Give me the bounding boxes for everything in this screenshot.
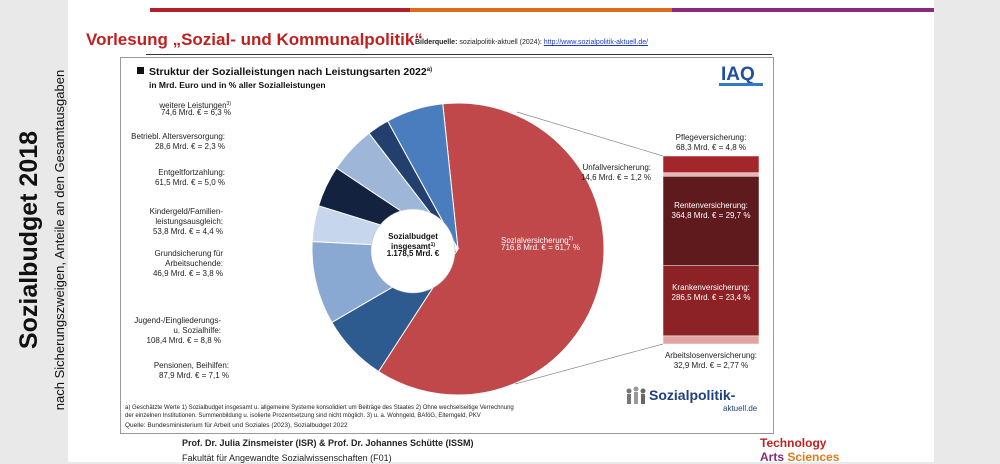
footnote-line-1: a) Geschätzte Werte 1) Sozialbudget insg… bbox=[125, 405, 514, 411]
slice-label: Grundsicherung für Arbeitsuchende: 46,9 Mr… bbox=[153, 249, 223, 278]
connector-top bbox=[516, 111, 664, 157]
sozialpolitik-logo-text: Sozialpolitik- bbox=[649, 387, 736, 403]
slice-label: Sozialversicherung2) 716,8 Mrd. € = 61,7 … bbox=[501, 236, 580, 252]
footer-faculty: Fakultät für Angewandte Sozialwissenscha… bbox=[182, 453, 392, 463]
center-label: Sozialbudget insgesamt1) 1.178,5 Mrd. € bbox=[370, 208, 456, 294]
chart-source: Quelle: Bundesministerium für Arbeit und… bbox=[125, 422, 348, 429]
breakdown-segment bbox=[662, 176, 760, 266]
th-logo-line-1: Technology bbox=[760, 436, 827, 450]
breakdown-label: Unfallversicherung: 14,6 Mrd. € = 1,2 % bbox=[581, 163, 651, 182]
breakdown-label: Pflegeversicherung: 68,3 Mrd. € = 4,8 % bbox=[676, 133, 747, 152]
breakdown-segment bbox=[662, 265, 760, 337]
slice-labels: Sozialversicherung2) 716,8 Mrd. € = 61,7 … bbox=[131, 101, 580, 380]
chart-panel: Struktur der Sozialleistungen nach Leist… bbox=[120, 57, 774, 434]
connector-bottom bbox=[514, 343, 664, 385]
center-circle bbox=[370, 208, 456, 294]
breakdown-segment bbox=[662, 155, 760, 173]
top-color-bar bbox=[150, 8, 934, 12]
th-logo-line-2: Arts Sciences bbox=[760, 450, 839, 464]
chart-subtitle: in Mrd. Euro und in % aller Sozialleistu… bbox=[149, 80, 326, 90]
iaq-logo: IAQ bbox=[719, 64, 763, 86]
side-title: Sozialbudget 2018 bbox=[15, 130, 43, 350]
slice-label: Entgeltfortzahlung: 61,5 Mrd. € = 5,0 % bbox=[155, 168, 225, 187]
pie-chart: Struktur der Sozialleistungen nach Leist… bbox=[125, 64, 763, 429]
breakdown-label: Krankenversicherung: 286,5 Mrd. € = 23,4 … bbox=[672, 283, 751, 302]
pie-slice bbox=[387, 103, 459, 250]
top-bar-red bbox=[150, 8, 410, 12]
iaq-logo-text: IAQ bbox=[721, 64, 755, 85]
image-source: Bilderquelle: sozialpolitik-aktuell (202… bbox=[415, 39, 648, 46]
iaq-logo-underline bbox=[719, 83, 763, 86]
th-logo-sciences: Sciences bbox=[787, 450, 840, 464]
source-label: Bilderquelle: bbox=[415, 39, 458, 46]
source-link[interactable]: http://www.sozialpolitik-aktuell.de/ bbox=[543, 39, 649, 46]
breakdown-segment bbox=[662, 335, 760, 345]
footer-authors: Prof. Dr. Julia Zinsmeister (ISR) & Prof… bbox=[182, 438, 474, 448]
footnote-line-2: der einzelnen Institutionen. Summenbildu… bbox=[125, 413, 481, 419]
breakdown-label: Arbeitslosenversicherung: 32,9 Mrd. € = 2… bbox=[665, 351, 757, 370]
slice-label: Kindergeld/Familien-leistungsausgleich: 5… bbox=[150, 207, 224, 236]
slice-label: Betriebl. Altersversorgung: 28,6 Mrd. € =… bbox=[131, 132, 225, 151]
breakdown-label: Rentenversicherung: 364,8 Mrd. € = 29,7 % bbox=[672, 201, 751, 220]
sozialpolitik-logo: Sozialpolitik- aktuell.de bbox=[626, 386, 758, 413]
breakdown-segment bbox=[662, 172, 760, 177]
center-text: Sozialbudget insgesamt1) 1.178,5 Mrd. € bbox=[387, 232, 440, 258]
pie-slice bbox=[377, 102, 605, 396]
title-bullet bbox=[137, 67, 144, 74]
people-icon bbox=[626, 386, 646, 404]
lecture-title: Vorlesung „Sozial- und Kommunalpolitik“ bbox=[86, 30, 423, 49]
breakdown-bar: Pflegeversicherung: 68,3 Mrd. € = 4,8 % Un… bbox=[514, 111, 760, 385]
side-subtitle: nach Sicherungszweigen, Anteile an den G… bbox=[52, 69, 67, 411]
th-logo-arts: Arts bbox=[760, 450, 785, 464]
top-bar-purple bbox=[672, 8, 934, 12]
slice-label: weitere Leistungen3) 74,6 Mrd. € = 6,3 % bbox=[158, 101, 231, 117]
sozialpolitik-logo-domain: aktuell.de bbox=[723, 404, 758, 413]
source-text: sozialpolitik-aktuell (2024): bbox=[459, 39, 542, 46]
top-bar-orange bbox=[410, 8, 672, 12]
side-title-block: Sozialbudget 2018 nach Sicherungszweigen… bbox=[14, 55, 134, 425]
header-divider bbox=[146, 54, 772, 55]
slice-label: Pensionen, Beihilfen: 87,9 Mrd. € = 7,1 % bbox=[154, 361, 229, 380]
chart-title: Struktur der Sozialleistungen nach Leist… bbox=[149, 66, 432, 78]
slice-label: Jugend-/Eingliederungs-u. Sozialhilfe: 10… bbox=[134, 316, 221, 345]
